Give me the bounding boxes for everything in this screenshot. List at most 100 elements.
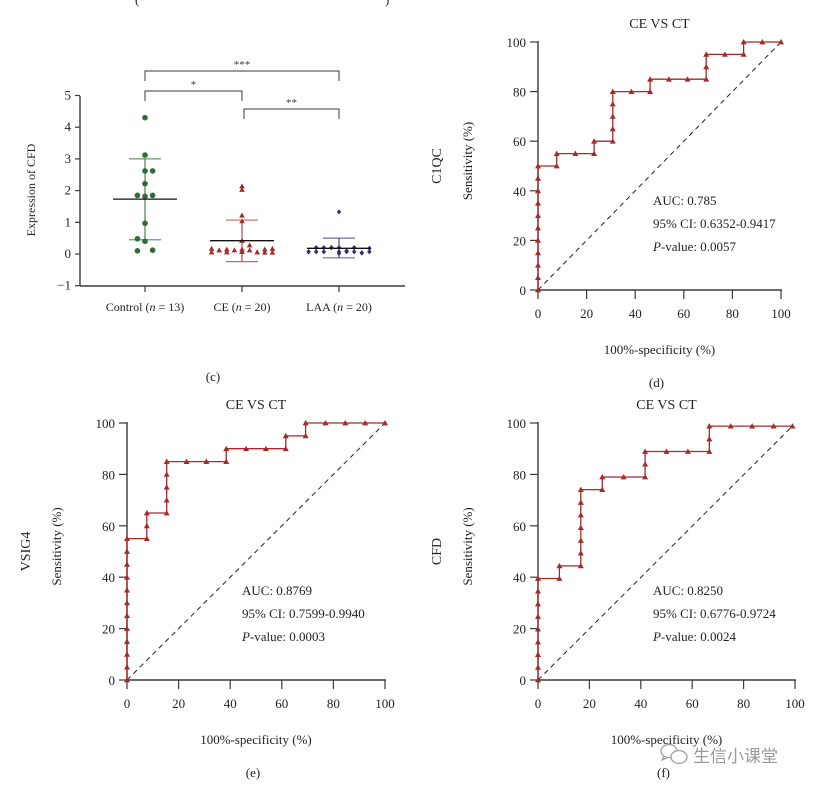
roc-point bbox=[684, 448, 691, 454]
roc-point bbox=[163, 471, 170, 477]
roc-point bbox=[535, 651, 541, 657]
watermark-text: 生信小课堂 bbox=[693, 747, 778, 767]
y-tick-label: 60 bbox=[102, 519, 115, 534]
auc-text: AUC: 0.8769 bbox=[242, 583, 312, 598]
significance-label: * bbox=[191, 79, 197, 91]
roc-point bbox=[778, 39, 784, 45]
roc-point bbox=[642, 461, 649, 467]
data-point bbox=[142, 168, 148, 174]
roc-point bbox=[535, 677, 541, 683]
p-value-text: P-value: 0.0024 bbox=[652, 629, 737, 644]
y-tick-label: 60 bbox=[513, 134, 526, 149]
y-tick-label: 100 bbox=[96, 416, 116, 431]
p-value-text: P-value: 0.0003 bbox=[241, 629, 325, 644]
roc-point bbox=[703, 76, 710, 82]
x-tick-label: 100 bbox=[375, 696, 395, 711]
roc-point bbox=[382, 420, 388, 426]
data-point bbox=[239, 186, 245, 192]
data-point bbox=[142, 193, 148, 200]
roc-point bbox=[124, 548, 130, 554]
roc-point bbox=[535, 237, 541, 243]
x-tick-label: 60 bbox=[677, 306, 690, 321]
roc-point bbox=[749, 423, 756, 429]
y-tick-label: 80 bbox=[513, 85, 526, 100]
roc-point bbox=[124, 677, 130, 683]
data-point bbox=[208, 245, 215, 251]
roc-point bbox=[577, 562, 584, 569]
reference-diagonal bbox=[126, 422, 386, 681]
roc-point bbox=[740, 51, 747, 57]
data-point bbox=[336, 249, 342, 255]
data-point bbox=[216, 247, 222, 253]
data-point bbox=[262, 246, 268, 252]
data-point bbox=[142, 220, 148, 227]
roc-point bbox=[535, 225, 541, 231]
roc-point bbox=[223, 458, 230, 464]
reference-diagonal bbox=[537, 41, 782, 291]
roc-point bbox=[727, 423, 734, 429]
x-tick-label: 0 bbox=[535, 696, 542, 711]
data-point bbox=[134, 192, 141, 199]
roc-point bbox=[591, 150, 598, 156]
roc-point bbox=[609, 125, 616, 132]
panel-label: (d) bbox=[649, 375, 664, 390]
data-point bbox=[314, 249, 319, 255]
reference-diagonal bbox=[537, 425, 793, 681]
roc-point bbox=[647, 88, 654, 94]
significance-label: *** bbox=[234, 59, 251, 71]
gene-label: CFD bbox=[430, 538, 445, 565]
roc-point bbox=[703, 63, 710, 70]
y-tick-label: 40 bbox=[513, 570, 526, 585]
c-x-tick-label: CE (n = 20) bbox=[213, 300, 270, 314]
y-tick-label: 100 bbox=[507, 416, 527, 431]
data-point bbox=[134, 235, 141, 242]
roc-point bbox=[535, 626, 541, 632]
roc-point bbox=[706, 423, 713, 429]
data-point bbox=[254, 249, 260, 255]
c-y-tick-label: 1 bbox=[65, 214, 72, 229]
panel-e-roc: CE VS CT VSIG4 Sensitivity (%) 00 20 20 40 40 60… bbox=[19, 398, 395, 780]
roc-point bbox=[163, 484, 170, 490]
roc-point bbox=[124, 574, 130, 580]
roc-point bbox=[703, 51, 710, 57]
roc-point bbox=[203, 458, 210, 464]
roc-point bbox=[342, 420, 349, 426]
roc-point bbox=[609, 138, 616, 144]
roc-point bbox=[124, 599, 130, 606]
y-tick-label: 80 bbox=[102, 467, 115, 482]
data-point bbox=[224, 249, 230, 255]
data-point bbox=[344, 248, 349, 254]
data-point bbox=[239, 248, 245, 255]
roc-point bbox=[599, 486, 606, 492]
ci-text: 95% CI: 0.7599-0.9940 bbox=[242, 606, 365, 621]
x-tick-label: 100 bbox=[771, 306, 791, 321]
panel-c-scatter: Expression of CFD −1 0 1 2 3 4 5 Control (n = … bbox=[24, 59, 405, 384]
x-tick-label: 60 bbox=[686, 696, 699, 711]
roc-point bbox=[789, 423, 796, 429]
roc-point bbox=[124, 664, 130, 670]
c-y-tick-label: 4 bbox=[65, 119, 72, 134]
roc-point bbox=[577, 550, 584, 556]
roc-point bbox=[706, 448, 713, 454]
data-point bbox=[246, 242, 253, 248]
roc-point bbox=[535, 262, 541, 268]
data-point bbox=[262, 249, 268, 255]
roc-point bbox=[535, 287, 541, 293]
roc-point bbox=[535, 187, 541, 194]
c-y-tick-label: 0 bbox=[65, 246, 72, 261]
x-tick-label: 60 bbox=[275, 696, 288, 711]
roc-point bbox=[706, 435, 713, 442]
data-point bbox=[142, 238, 148, 245]
data-point bbox=[239, 218, 245, 224]
roc-point bbox=[740, 39, 747, 45]
y-tick-label: 20 bbox=[513, 233, 526, 248]
roc-point bbox=[684, 76, 691, 82]
roc-title: CE VS CT bbox=[636, 398, 697, 413]
significance-bracket bbox=[144, 70, 340, 81]
roc-point bbox=[143, 535, 150, 542]
data-point bbox=[359, 250, 364, 256]
data-point bbox=[149, 168, 156, 174]
x-tick-label: 40 bbox=[629, 306, 642, 321]
y-tick-label: 40 bbox=[102, 570, 115, 585]
